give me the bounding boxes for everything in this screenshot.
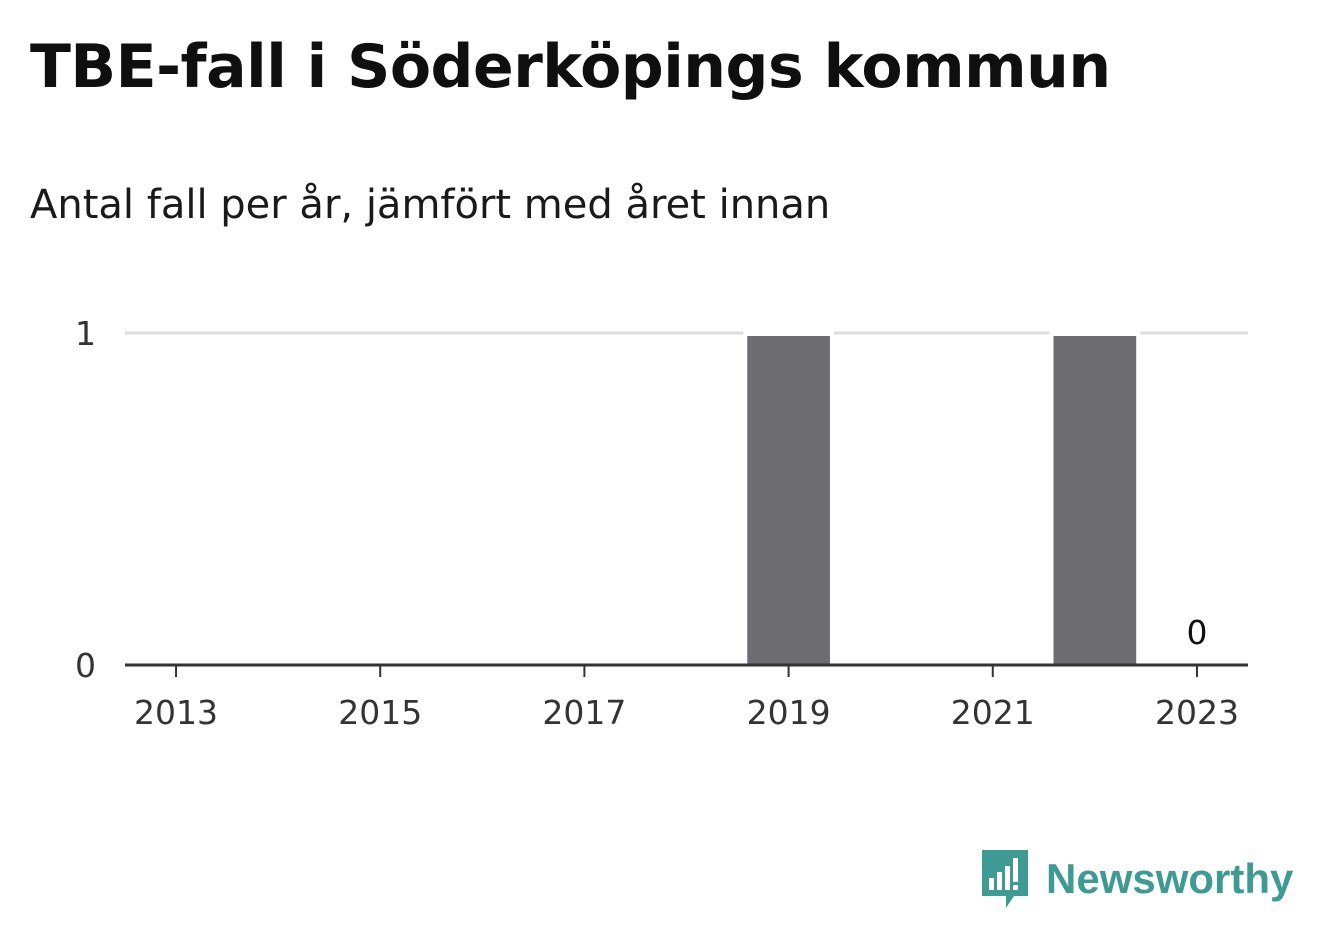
brand-name: Newsworthy [1046, 855, 1294, 902]
y-tick-label-0: 0 [75, 646, 96, 685]
axis-layer [125, 663, 1248, 677]
x-tick-label-2015: 2015 [338, 693, 422, 732]
chart-title: TBE-fall i Söderköpings kommun [30, 32, 1111, 102]
y-tick-label-1: 1 [75, 314, 96, 353]
brand: Newsworthy [980, 848, 1293, 910]
x-tick-label-2019: 2019 [747, 693, 831, 732]
label-layer: 2013 2015 2017 2019 2021 2023 0 1 0 [75, 314, 1239, 732]
chart-subtitle: Antal fall per år, jämfört med året inna… [30, 182, 831, 228]
x-tick-label-2013: 2013 [134, 693, 218, 732]
data-label-2023: 0 [1186, 613, 1207, 652]
x-tick-label-2017: 2017 [542, 693, 626, 732]
x-tick-label-2023: 2023 [1155, 693, 1239, 732]
newsworthy-logo-icon [982, 850, 1028, 908]
bar-2019 [747, 336, 830, 665]
bar-2022 [1053, 336, 1137, 665]
x-tick-label-2021: 2021 [951, 693, 1035, 732]
bar-layer [743, 329, 1141, 665]
